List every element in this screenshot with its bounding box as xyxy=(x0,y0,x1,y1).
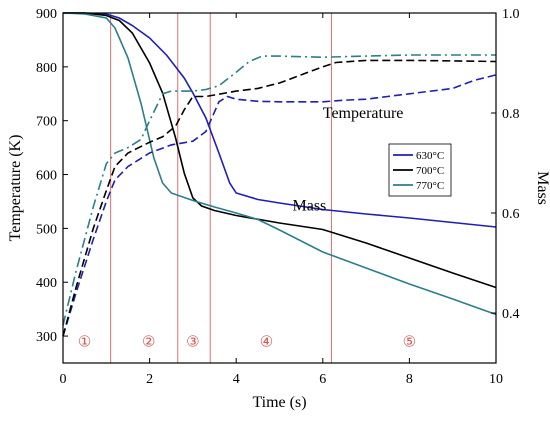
y-left-tick-label-1: 400 xyxy=(36,276,57,291)
x-axis-title: Time (s) xyxy=(252,394,306,411)
x-tick-label-4: 8 xyxy=(406,372,413,387)
region-label-5: ⑤ xyxy=(403,334,416,350)
x-tick-label-1: 2 xyxy=(146,372,153,387)
legend-label-770: 770°C xyxy=(416,180,444,192)
x-tick-label-2: 4 xyxy=(233,372,240,387)
y-right-tick-label-2: 0.8 xyxy=(502,107,520,122)
axis-ticks: 0 2 4 6 8 10 300 400 500 600 700 800 900 0.4 0.6 0.8 1.0 xyxy=(36,7,520,387)
x-tick-label-3: 6 xyxy=(319,372,326,387)
legend: 630°C 700°C 770°C xyxy=(388,143,452,197)
y-right-tick-label-1: 0.6 xyxy=(502,207,520,222)
y-left-tick-label-2: 500 xyxy=(36,222,57,237)
series-mass-1 xyxy=(63,12,497,289)
y-left-tick-label-5: 800 xyxy=(36,61,57,76)
region-label-1: ① xyxy=(78,334,91,350)
y-left-tick-label-0: 300 xyxy=(36,330,57,345)
y-axis-right-title: Mass xyxy=(534,171,550,205)
y-left-tick-label-6: 900 xyxy=(36,7,57,22)
y-right-tick-label-3: 1.0 xyxy=(502,7,520,22)
legend-label-630: 630°C xyxy=(416,150,444,162)
annotation-temperature: Temperature xyxy=(323,105,404,122)
legend-label-700: 700°C xyxy=(416,165,444,177)
series-mass-0 xyxy=(63,12,497,228)
series-mass-2 xyxy=(62,12,497,316)
series-temperature-3 xyxy=(62,74,497,337)
y-left-tick-label-3: 600 xyxy=(36,169,57,184)
annotation-mass: Mass xyxy=(292,198,326,215)
y-right-tick-label-0: 0.4 xyxy=(502,307,520,322)
region-divider-lines xyxy=(110,13,332,363)
series-temperature-4 xyxy=(62,59,497,337)
region-label-2: ② xyxy=(142,334,155,350)
plot-frame xyxy=(62,12,497,364)
x-tick-label-5: 10 xyxy=(489,372,503,387)
series-layer xyxy=(62,12,497,337)
x-tick-label-0: 0 xyxy=(60,372,67,387)
region-label-4: ④ xyxy=(260,334,273,350)
region-label-3: ③ xyxy=(186,334,199,350)
y-axis-left-title: Temperature (K) xyxy=(7,135,24,242)
series-temperature-5 xyxy=(62,54,496,326)
y-left-tick-label-4: 700 xyxy=(36,115,57,130)
region-labels: ① ② ③ ④ ⑤ xyxy=(78,334,416,350)
